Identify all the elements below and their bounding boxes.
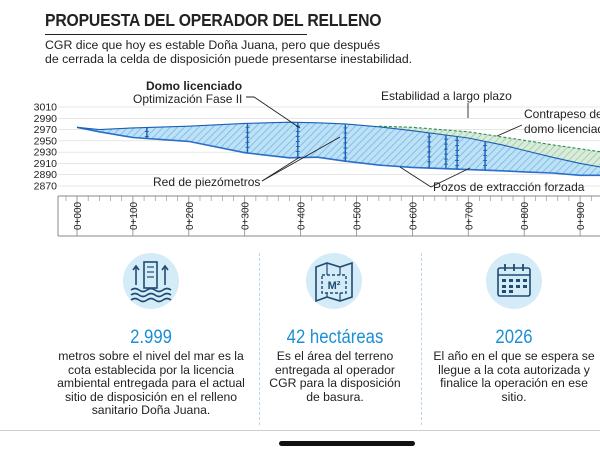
- y-tick-2970: 2970: [34, 124, 58, 136]
- subtitle-line-1: CGR dice que hoy es estable Doña Juana, …: [45, 38, 380, 52]
- stat-desc-area: Es el área del terreno entregada al oper…: [269, 349, 401, 404]
- stat-value-cota: 2.999: [130, 327, 172, 348]
- y-tick-2990: 2990: [34, 113, 58, 125]
- x-tick-0+000: 0+000: [73, 201, 84, 230]
- title-underline: [45, 34, 307, 35]
- plot-areas: [76, 121, 600, 177]
- x-tick-0+100: 0+100: [129, 201, 140, 230]
- x-tick-0+800: 0+800: [520, 201, 531, 230]
- x-axis: 0+000 0+100 0+200 0+300 0+400 0+500 0+600 0+700…: [57, 195, 600, 237]
- annotation-contrapeso-2: domo licenciado: [524, 122, 600, 136]
- leader-contrapeso: [496, 124, 523, 137]
- map-area-icon: M²: [306, 253, 362, 309]
- home-indicator[interactable]: [279, 441, 415, 446]
- annotation-contrapeso-1: Contrapeso de: [524, 107, 600, 121]
- ground-line: [76, 126, 600, 177]
- y-tick-2890: 2890: [34, 169, 58, 181]
- dome-area: [77, 122, 600, 176]
- annotation-optimizacion: Optimización Fase II: [133, 92, 242, 106]
- x-tick-0+700: 0+700: [464, 201, 475, 230]
- leader-optimizacion: [246, 96, 301, 129]
- dome-top-line: [76, 121, 600, 168]
- stat-desc-year: El año en el que se espera se llegue a l…: [433, 349, 595, 404]
- subtitle: CGR dice que hoy es estable Doña Juana, …: [45, 38, 412, 66]
- y-tick-2930: 2930: [34, 147, 58, 159]
- water-level-icon: [123, 253, 179, 309]
- x-tick-0+900: 0+900: [576, 201, 587, 230]
- leader-pozos-a: [399, 166, 432, 188]
- separator-1: [259, 253, 260, 425]
- well-markers: [144, 122, 488, 171]
- counterweight-line: [378, 125, 600, 153]
- x-tick-0+400: 0+400: [297, 201, 308, 230]
- y-tick-2870: 2870: [34, 181, 58, 193]
- annotation-piezometros: Red de piezómetros: [153, 175, 260, 189]
- chart-annotations: Domo licenciado Optimización Fase II Est…: [133, 79, 600, 194]
- page-title: PROPUESTA DEL OPERADOR DEL RELLENO: [45, 10, 382, 30]
- x-tick-0+500: 0+500: [353, 201, 364, 230]
- leader-piezometros-b: [261, 136, 341, 182]
- x-tick-0+300: 0+300: [241, 201, 252, 230]
- subtitle-line-2: de cerrada la celda de disposición puede…: [45, 52, 413, 66]
- leader-pozos-b: [430, 167, 471, 188]
- stat-value-year: 2026: [495, 327, 533, 348]
- y-tick-2950: 2950: [34, 135, 58, 147]
- stat-desc-cota: metros sobre el nivel del mar es la cota…: [57, 349, 245, 418]
- y-tick-3010: 3010: [34, 102, 58, 114]
- annotation-pozos: Pozos de extracción forzada: [433, 180, 585, 194]
- y-tick-2910: 2910: [34, 158, 58, 170]
- x-tick-0+200: 0+200: [185, 201, 196, 230]
- separator-2: [421, 253, 422, 425]
- annotation-estabilidad: Estabilidad a largo plazo: [381, 89, 512, 103]
- x-tick-0+600: 0+600: [408, 201, 419, 230]
- map-area-label: M²: [328, 280, 341, 292]
- annotation-domo-licenciado: Domo licenciado: [146, 79, 242, 93]
- bottom-divider: [0, 430, 600, 431]
- stat-value-area: 42 hectáreas: [286, 327, 384, 348]
- calendar-icon: [486, 253, 542, 309]
